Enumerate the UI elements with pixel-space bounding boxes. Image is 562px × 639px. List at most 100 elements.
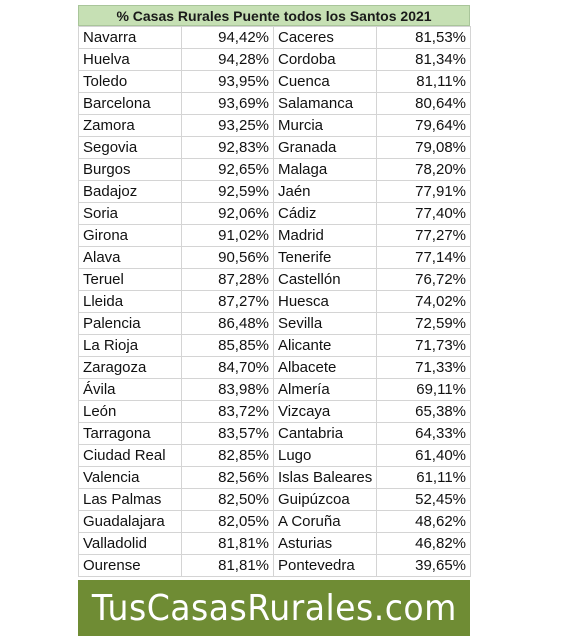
table-row: Badajoz 92,59% Jaén 77,91% [78,180,471,203]
percentage-cell: 93,69% [181,92,274,115]
percentage-cell: 65,38% [376,400,471,423]
percentage-cell: 77,14% [376,246,471,269]
percentage-cell: 46,82% [376,532,471,555]
percentage-cell: 64,33% [376,422,471,445]
table-row: Zaragoza 84,70% Albacete 71,33% [78,356,471,379]
province-name-cell: Almería [273,378,377,401]
percentage-cell: 81,81% [181,554,274,577]
percentage-cell: 74,02% [376,290,471,313]
province-name-cell: Segovia [78,136,182,159]
province-name-cell: Palencia [78,312,182,335]
table-row: Barcelona 93,69% Salamanca 80,64% [78,92,471,115]
percentage-cell: 81,53% [376,26,471,49]
percentage-cell: 81,81% [181,532,274,555]
province-name-cell: Teruel [78,268,182,291]
percentage-cell: 80,64% [376,92,471,115]
province-name-cell: Cordoba [273,48,377,71]
table-row: Ourense 81,81% Pontevedra 39,65% [78,554,471,577]
percentage-cell: 92,65% [181,158,274,181]
province-name-cell: Malaga [273,158,377,181]
percentage-cell: 61,11% [376,466,471,489]
table-row: Ciudad Real 82,85% Lugo 61,40% [78,444,471,467]
province-name-cell: Cuenca [273,70,377,93]
province-name-cell: Asturias [273,532,377,555]
percentage-cell: 84,70% [181,356,274,379]
percentage-cell: 82,05% [181,510,274,533]
province-name-cell: Huelva [78,48,182,71]
province-name-cell: Sevilla [273,312,377,335]
table-row: Girona 91,02% Madrid 77,27% [78,224,471,247]
percentage-cell: 52,45% [376,488,471,511]
province-name-cell: A Coruña [273,510,377,533]
table-row: Lleida 87,27% Huesca 74,02% [78,290,471,313]
province-name-cell: Lleida [78,290,182,313]
brand-logo-text: TusCasasRurales.com [91,587,457,629]
table-row: Las Palmas 82,50% Guipúzcoa 52,45% [78,488,471,511]
province-name-cell: Valencia [78,466,182,489]
percentage-cell: 81,11% [376,70,471,93]
table-row: Valencia 82,56% Islas Baleares 61,11% [78,466,471,489]
province-name-cell: Alicante [273,334,377,357]
province-name-cell: Vizcaya [273,400,377,423]
percentage-cell: 93,25% [181,114,274,137]
province-name-cell: Caceres [273,26,377,49]
percentage-cell: 77,27% [376,224,471,247]
province-name-cell: Cádiz [273,202,377,225]
percentage-cell: 87,27% [181,290,274,313]
province-name-cell: Lugo [273,444,377,467]
percentage-cell: 48,62% [376,510,471,533]
percentage-cell: 76,72% [376,268,471,291]
percentage-cell: 86,48% [181,312,274,335]
province-name-cell: Barcelona [78,92,182,115]
province-name-cell: Alava [78,246,182,269]
percentage-cell: 94,42% [181,26,274,49]
percentage-cell: 78,20% [376,158,471,181]
province-name-cell: Zamora [78,114,182,137]
table-row: Ávila 83,98% Almería 69,11% [78,378,471,401]
province-name-cell: Albacete [273,356,377,379]
percentage-cell: 94,28% [181,48,274,71]
percentage-cell: 82,50% [181,488,274,511]
percentage-cell: 87,28% [181,268,274,291]
province-name-cell: Huesca [273,290,377,313]
province-name-cell: Tenerife [273,246,377,269]
province-name-cell: Las Palmas [78,488,182,511]
percentage-cell: 92,83% [181,136,274,159]
percentage-cell: 61,40% [376,444,471,467]
province-name-cell: Toledo [78,70,182,93]
percentage-cell: 81,34% [376,48,471,71]
province-name-cell: Cantabria [273,422,377,445]
province-name-cell: Ourense [78,554,182,577]
percentage-cell: 77,40% [376,202,471,225]
occupancy-table: Navarra 94,42% Caceres 81,53% Huelva 94,28% Co… [78,26,471,577]
percentage-cell: 77,91% [376,180,471,203]
percentage-cell: 92,59% [181,180,274,203]
percentage-cell: 79,64% [376,114,471,137]
spreadsheet-table: % Casas Rurales Puente todos los Santos … [78,5,471,577]
table-row: Alava 90,56% Tenerife 77,14% [78,246,471,269]
percentage-cell: 71,73% [376,334,471,357]
percentage-cell: 85,85% [181,334,274,357]
table-row: Guadalajara 82,05% A Coruña 48,62% [78,510,471,533]
province-name-cell: Ávila [78,378,182,401]
table-row: Soria 92,06% Cádiz 77,40% [78,202,471,225]
province-name-cell: Jaén [273,180,377,203]
percentage-cell: 83,57% [181,422,274,445]
table-row: Huelva 94,28% Cordoba 81,34% [78,48,471,71]
percentage-cell: 72,59% [376,312,471,335]
table-row: Navarra 94,42% Caceres 81,53% [78,26,471,49]
province-name-cell: Granada [273,136,377,159]
province-name-cell: Ciudad Real [78,444,182,467]
percentage-cell: 39,65% [376,554,471,577]
province-name-cell: Castellón [273,268,377,291]
province-name-cell: Girona [78,224,182,247]
table-body: Navarra 94,42% Caceres 81,53% Huelva 94,28% Co… [78,26,471,577]
percentage-cell: 92,06% [181,202,274,225]
province-name-cell: Tarragona [78,422,182,445]
percentage-cell: 82,56% [181,466,274,489]
percentage-cell: 71,33% [376,356,471,379]
table-row: Segovia 92,83% Granada 79,08% [78,136,471,159]
table-title: % Casas Rurales Puente todos los Santos … [78,5,470,26]
table-row: La Rioja 85,85% Alicante 71,73% [78,334,471,357]
province-name-cell: La Rioja [78,334,182,357]
